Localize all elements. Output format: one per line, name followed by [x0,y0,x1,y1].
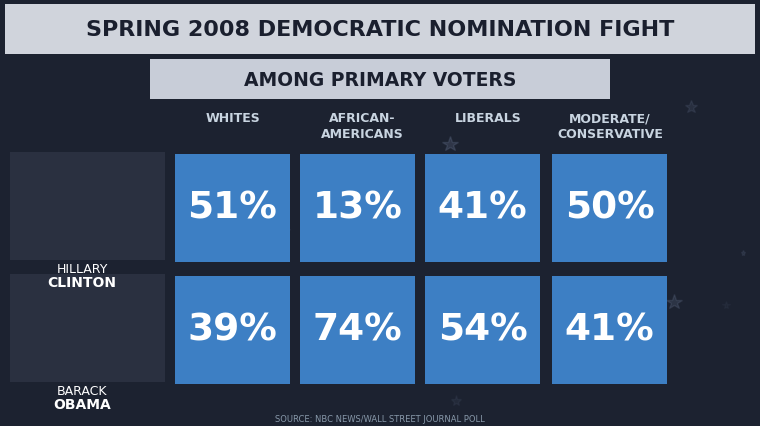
Text: HILLARY: HILLARY [56,263,108,276]
Text: CLINTON: CLINTON [47,275,116,289]
Bar [10,274,165,382]
Bar [425,276,540,384]
Bar [5,5,755,55]
Bar [300,155,415,262]
Text: OBAMA: OBAMA [53,397,111,411]
Bar [175,276,290,384]
Text: LIBERALS: LIBERALS [454,112,521,125]
Text: 54%: 54% [438,312,527,348]
Bar [10,153,165,260]
Text: 39%: 39% [188,312,277,348]
Text: MODERATE/
CONSERVATIVE: MODERATE/ CONSERVATIVE [557,112,663,141]
Bar [552,276,667,384]
Text: 41%: 41% [438,190,527,227]
Text: 51%: 51% [188,190,277,227]
Bar [175,155,290,262]
Text: AMONG PRIMARY VOTERS: AMONG PRIMARY VOTERS [244,70,516,89]
Text: WHITES: WHITES [206,112,261,125]
Text: SOURCE: NBC NEWS/WALL STREET JOURNAL POLL: SOURCE: NBC NEWS/WALL STREET JOURNAL POL… [275,414,485,423]
Text: BARACK: BARACK [57,385,107,397]
Text: 13%: 13% [312,190,403,227]
Bar [150,60,610,100]
Bar [425,155,540,262]
Text: AFRICAN-
AMERICANS: AFRICAN- AMERICANS [321,112,404,141]
Text: 41%: 41% [565,312,654,348]
Bar [552,155,667,262]
Text: 50%: 50% [565,190,654,227]
Text: 74%: 74% [312,312,402,348]
Text: SPRING 2008 DEMOCRATIC NOMINATION FIGHT: SPRING 2008 DEMOCRATIC NOMINATION FIGHT [86,20,674,40]
Bar [300,276,415,384]
